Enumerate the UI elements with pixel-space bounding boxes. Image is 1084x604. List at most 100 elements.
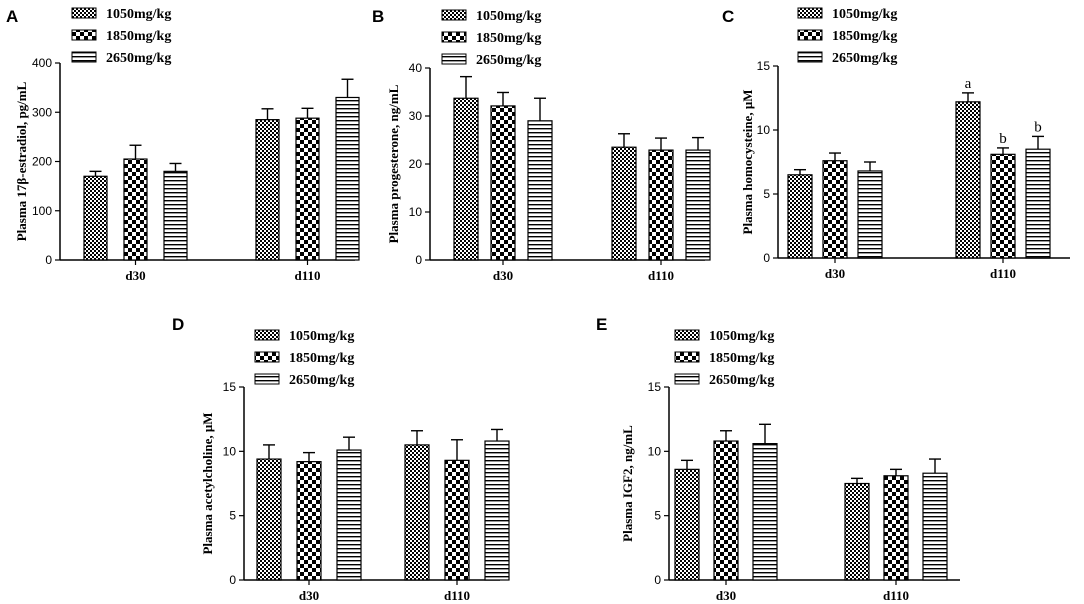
legend-swatch-d-3 — [254, 373, 280, 385]
bar-c-d30-3 — [857, 170, 883, 259]
legend-label-a-3: 2650mg/kg — [106, 51, 171, 66]
bar-c-d30-2 — [822, 160, 848, 259]
legend-swatch-a-1 — [71, 7, 97, 19]
legend-label-e-1: 1050mg/kg — [709, 329, 774, 344]
x-tick-label-a-1: d110 — [294, 268, 320, 283]
x-tick-label-e-0: d30 — [716, 588, 736, 603]
legend-label-d-1: 1050mg/kg — [289, 329, 354, 344]
bar-e-d110-1 — [844, 482, 870, 581]
bar-b-d30-1 — [453, 97, 479, 261]
y-tick-label-a-3: 300 — [32, 105, 52, 119]
panel-letter-c: C — [722, 7, 734, 26]
y-tick-label-e-0: 0 — [654, 573, 661, 587]
bar-a-d30-3 — [163, 170, 188, 261]
bar-c-d110-1 — [955, 101, 981, 259]
y-tick-label-a-2: 200 — [32, 155, 52, 169]
panel-letter-e: E — [596, 315, 607, 334]
y-tick-label-c-0: 0 — [763, 251, 770, 265]
legend-label-b-2: 1850mg/kg — [476, 31, 541, 46]
y-tick-label-e-2: 10 — [648, 444, 662, 458]
x-tick-label-d-0: d30 — [299, 588, 319, 603]
y-tick-label-a-0: 0 — [45, 253, 52, 267]
y-tick-label-c-2: 10 — [757, 123, 771, 137]
x-tick-label-d-1: d110 — [444, 588, 470, 603]
legend-label-a-1: 1050mg/kg — [106, 7, 171, 22]
panel-b: B 1050mg/kg 1850mg/kg 2650mg/kg 0 10 20 30 40 Pla… — [372, 7, 711, 283]
y-axis-label-a: Plasma 17β-estradiol, pg/mL — [14, 81, 29, 241]
bar-a-d30-2 — [123, 158, 148, 261]
y-tick-label-c-1: 5 — [763, 187, 770, 201]
bar-b-d30-2 — [490, 105, 516, 261]
legend-swatch-c-1 — [797, 7, 823, 19]
x-tick-label-b-0: d30 — [493, 268, 513, 283]
legend-label-b-3: 2650mg/kg — [476, 53, 541, 68]
bar-e-d30-2 — [713, 440, 739, 581]
y-tick-label-d-0: 0 — [229, 573, 236, 587]
x-tick-label-b-1: d110 — [648, 268, 674, 283]
y-axis-label-e: Plasma IGF2, ng/mL — [620, 425, 635, 542]
legend-swatch-d-2 — [254, 351, 280, 363]
x-tick-label-c-1: d110 — [990, 266, 1016, 281]
y-axis-label-b: Plasma progesterone, ng/mL — [386, 84, 401, 243]
bar-b-d110-1 — [611, 146, 637, 261]
bar-e-d110-3 — [922, 472, 948, 581]
bar-b-d30-3 — [527, 120, 553, 261]
significance-label-c-2: b — [1034, 119, 1042, 135]
y-tick-label-a-1: 100 — [32, 204, 52, 218]
bar-d-d110-1 — [404, 444, 430, 581]
bar-d-d110-2 — [444, 459, 470, 581]
legend-swatch-c-2 — [797, 29, 823, 41]
bar-d-d110-3 — [484, 440, 510, 581]
legend-label-b-1: 1050mg/kg — [476, 9, 541, 24]
legend-swatch-a-3 — [71, 51, 97, 63]
legend-label-c-1: 1050mg/kg — [832, 7, 897, 22]
significance-label-c-1: b — [999, 131, 1007, 147]
significance-label-c-0: a — [965, 76, 972, 92]
legend-swatch-c-3 — [797, 51, 823, 63]
legend-label-d-2: 1850mg/kg — [289, 351, 354, 366]
y-tick-label-a-4: 400 — [32, 56, 52, 70]
legend-swatch-d-1 — [254, 329, 280, 341]
bar-c-d30-1 — [787, 174, 813, 259]
panel-d: D 1050mg/kg 1850mg/kg 2650mg/kg 0 5 10 15 Plasma… — [172, 315, 510, 603]
legend-label-a-2: 1850mg/kg — [106, 29, 171, 44]
legend-swatch-a-2 — [71, 29, 97, 41]
legend-label-d-3: 2650mg/kg — [289, 373, 354, 388]
bar-d-d30-1 — [256, 458, 282, 581]
bar-a-d110-1 — [255, 119, 280, 261]
y-tick-label-e-1: 5 — [654, 509, 661, 523]
panel-a: A 1050mg/kg 1850mg/kg 2650mg/kg 0 100 200 300 40… — [6, 7, 360, 283]
legend-swatch-e-2 — [674, 351, 700, 363]
y-axis-label-c: Plasma homocysteine, μM — [740, 90, 755, 235]
legend-swatch-b-3 — [441, 53, 467, 65]
bar-b-d110-2 — [648, 149, 674, 261]
y-tick-label-d-1: 5 — [229, 509, 236, 523]
y-tick-label-b-0: 0 — [415, 253, 422, 267]
y-tick-label-c-3: 15 — [757, 59, 771, 73]
bar-b-d110-3 — [685, 149, 711, 261]
y-tick-label-e-3: 15 — [648, 380, 662, 394]
legend-label-c-3: 2650mg/kg — [832, 51, 897, 66]
bar-a-d110-2 — [295, 117, 320, 261]
bar-e-d110-2 — [883, 475, 909, 581]
legend-label-e-3: 2650mg/kg — [709, 373, 774, 388]
x-tick-label-e-1: d110 — [883, 588, 909, 603]
y-tick-label-b-1: 10 — [409, 205, 423, 219]
x-tick-label-a-0: d30 — [125, 268, 145, 283]
bar-c-d110-3 — [1025, 148, 1051, 259]
y-tick-label-b-4: 40 — [409, 61, 423, 75]
x-tick-label-c-0: d30 — [825, 266, 845, 281]
legend-swatch-b-2 — [441, 31, 467, 43]
bar-e-d30-1 — [674, 468, 700, 581]
legend-label-c-2: 1850mg/kg — [832, 29, 897, 44]
bar-e-d30-3 — [752, 443, 778, 581]
bar-d-d30-2 — [296, 461, 322, 581]
bar-d-d30-3 — [336, 449, 362, 581]
legend-label-e-2: 1850mg/kg — [709, 351, 774, 366]
y-tick-label-d-2: 10 — [223, 444, 237, 458]
y-tick-label-b-3: 30 — [409, 109, 423, 123]
legend-swatch-b-1 — [441, 9, 467, 21]
y-axis-label-d: Plasma acetylcholine, μM — [200, 412, 215, 554]
bar-c-d110-2 — [990, 153, 1016, 259]
